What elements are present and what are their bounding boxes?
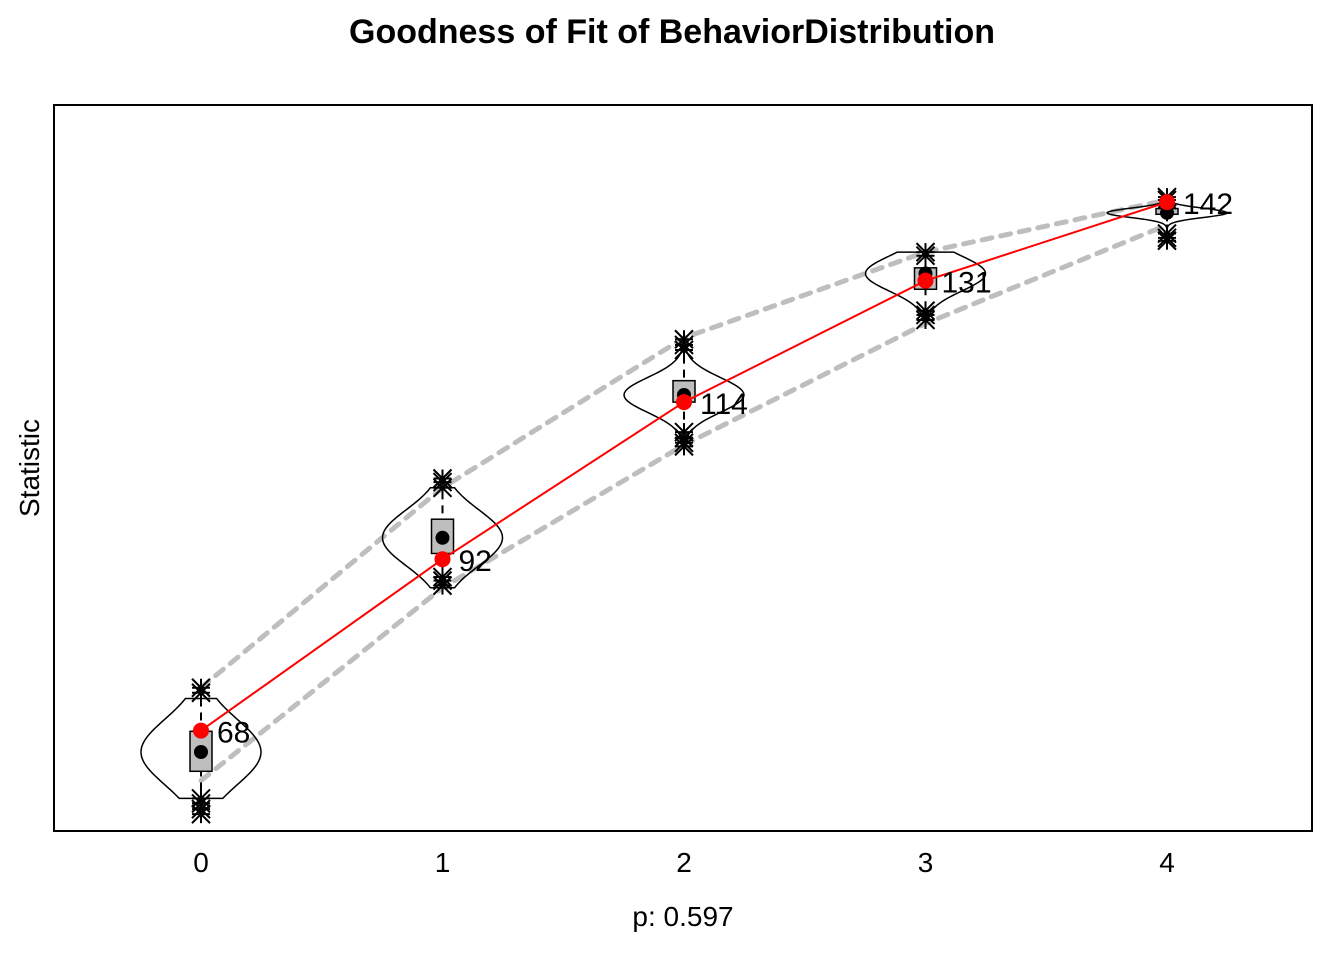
observed-point-1 <box>434 551 451 568</box>
observed-line <box>200 201 1168 732</box>
observed-series: 68 92 114 131 142 <box>193 188 1233 750</box>
observed-point-4 <box>1159 194 1175 211</box>
confidence-bands <box>198 197 1170 784</box>
outlier-high-1-2 <box>432 468 453 489</box>
x-axis-label: p: 0.597 <box>632 901 733 932</box>
median-point-4 <box>1160 205 1174 220</box>
x-axis: 0 1 2 3 4 <box>193 847 1175 878</box>
violin-group-2 <box>623 329 745 457</box>
observed-label-1: 92 <box>459 545 492 578</box>
observed-label-2: 114 <box>700 388 748 421</box>
outlier-high-0-1 <box>191 678 211 698</box>
observed-point-2 <box>676 394 692 411</box>
observed-point-3 <box>917 272 934 289</box>
outlier-low-1-2 <box>432 575 453 596</box>
observed-label-3: 131 <box>942 267 992 300</box>
outlier-low-3-2 <box>915 310 936 330</box>
violins <box>140 187 1228 824</box>
violin-outline-1 <box>381 487 504 589</box>
observed-point-0 <box>193 722 209 739</box>
band-lower-line <box>198 222 1170 784</box>
x-tick-label-4: 4 <box>1159 847 1175 878</box>
observed-label-4: 142 <box>1183 188 1233 221</box>
x-tick-label-1: 1 <box>435 847 451 878</box>
outlier-high-3-1 <box>915 242 936 262</box>
median-point-0 <box>194 745 208 760</box>
x-tick-label-2: 2 <box>676 847 692 878</box>
x-tick-label-0: 0 <box>193 847 209 878</box>
observed-label-0: 68 <box>217 717 250 750</box>
x-tick-label-3: 3 <box>918 847 934 878</box>
outlier-high-2-2 <box>674 329 694 349</box>
violin-outline-0 <box>140 697 262 800</box>
y-axis-label: Statistic <box>14 419 45 517</box>
outlier-low-4-2 <box>1157 230 1177 251</box>
plot-frame <box>53 104 1313 832</box>
outlier-low-0-3 <box>191 804 211 824</box>
median-point-1 <box>435 530 450 545</box>
outlier-low-2-3 <box>674 436 694 457</box>
violin-group-1 <box>381 468 504 596</box>
chart-title: Goodness of Fit of BehaviorDistribution <box>349 13 995 51</box>
violin-group-0 <box>140 678 262 824</box>
